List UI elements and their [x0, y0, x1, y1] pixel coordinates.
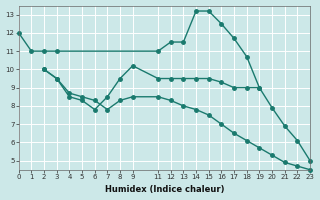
- X-axis label: Humidex (Indice chaleur): Humidex (Indice chaleur): [105, 185, 224, 194]
